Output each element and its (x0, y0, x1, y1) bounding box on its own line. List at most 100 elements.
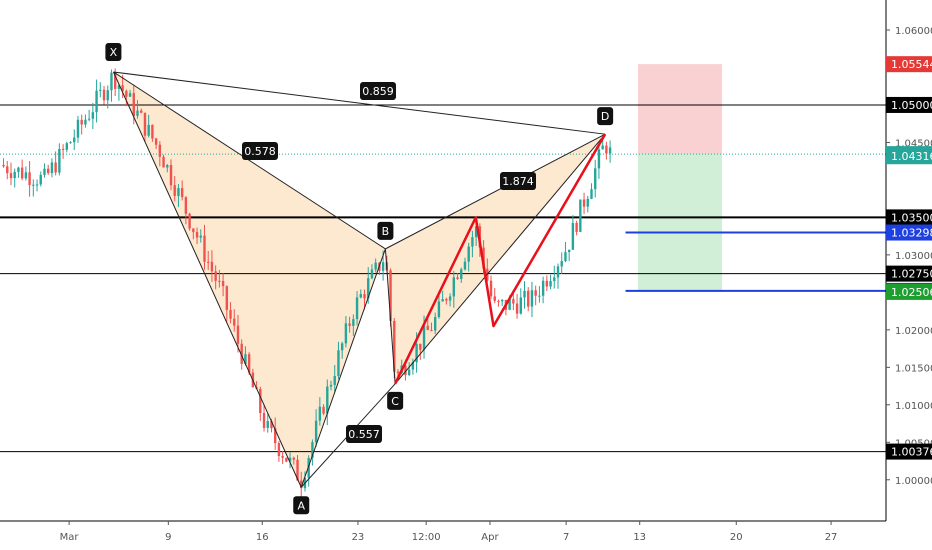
candle-body (259, 388, 262, 414)
candle-body (13, 171, 16, 179)
candle-body (314, 420, 318, 443)
candle-body (50, 162, 54, 174)
candle-body (381, 262, 385, 271)
ratio-label-box (346, 425, 382, 443)
candle-body (448, 296, 452, 301)
price-badge-box (886, 265, 932, 282)
candle-body (523, 290, 526, 298)
candle-body (567, 249, 571, 253)
candle-body (151, 124, 154, 139)
candle-body (497, 300, 500, 302)
point-label-box (597, 107, 614, 126)
candle-body (113, 72, 117, 89)
leg-bc (384, 248, 396, 384)
ratio-label-0.557: 0.557 (348, 428, 380, 441)
time-tick-13: 13 (633, 532, 646, 543)
price-tick-1.01500: 1.01500 (895, 363, 932, 374)
point-label-D: D (601, 110, 609, 123)
candle-body (173, 185, 176, 196)
candle-body (594, 168, 597, 190)
candle-body (352, 319, 355, 326)
candle-body (445, 299, 448, 301)
candle-body (608, 147, 612, 154)
candle-body (467, 246, 470, 262)
candle-body (192, 228, 195, 233)
time-tick-9: 9 (165, 532, 171, 543)
candle-body (69, 142, 72, 144)
price-badge-1.00376: 1.00376 (891, 446, 932, 459)
candle-body (43, 168, 46, 175)
candle-body (515, 303, 519, 314)
candle-body (54, 162, 57, 173)
candle-body (195, 232, 199, 238)
candle-body (571, 222, 575, 250)
price-tick-1.03000: 1.03000 (895, 251, 932, 262)
price-tick-1.00000: 1.00000 (895, 476, 932, 487)
candle-body (110, 72, 113, 91)
candle-body (188, 213, 191, 229)
candle-body (143, 112, 147, 136)
candle-body (102, 89, 106, 101)
ratio-label-1.874: 1.874 (502, 175, 534, 188)
candle-body (184, 197, 188, 214)
candle-body (6, 166, 9, 174)
candle-body (340, 343, 344, 351)
candle-body (292, 457, 295, 460)
diag-bd (385, 133, 606, 250)
candle-body (452, 277, 456, 297)
candle-body (121, 85, 124, 91)
price-badge-box (886, 56, 932, 73)
candle-body (154, 138, 158, 145)
candle-body (300, 480, 303, 489)
ratio-label-0.578: 0.578 (244, 145, 276, 158)
candle-body (162, 156, 165, 168)
point-label-A: A (297, 499, 305, 512)
candle-body (538, 295, 541, 297)
candle-body (73, 137, 76, 143)
candle-body (512, 299, 515, 304)
candle-body (273, 428, 277, 444)
candle-body (136, 110, 139, 116)
candle-body (500, 299, 504, 302)
price-tick-1.06000: 1.06000 (895, 26, 932, 37)
candle-body (426, 325, 429, 330)
candle-body (601, 145, 604, 150)
candle-body (221, 281, 225, 287)
candle-body (140, 110, 143, 113)
candle-body (489, 280, 493, 297)
candle-body (434, 317, 437, 331)
candle-body (58, 148, 61, 173)
candle-body (534, 290, 537, 296)
candle-body (2, 164, 5, 167)
candle-body (307, 458, 310, 478)
candle-body (61, 148, 65, 150)
candle-body (344, 323, 348, 344)
candle-body (24, 172, 28, 179)
candle-body (199, 235, 202, 238)
pattern-triangle-bcd (385, 134, 606, 384)
candle-body (128, 93, 132, 97)
time-tick-20: 20 (730, 532, 743, 543)
time-tick-Apr: Apr (481, 532, 499, 543)
candle-body (367, 278, 370, 299)
candle-body (35, 184, 39, 186)
candle-body (91, 112, 95, 119)
diag-xd (113, 71, 606, 135)
candle-body (106, 90, 109, 101)
candle-body (415, 343, 418, 363)
candle-body (46, 168, 50, 174)
candle-body (329, 384, 333, 387)
price-badge-1.05544: 1.05544 (891, 58, 932, 71)
point-label-box (377, 221, 394, 240)
candle-body (177, 188, 180, 196)
price-badge-box (886, 148, 932, 165)
candle-body (541, 280, 545, 296)
candle-body (590, 189, 593, 199)
candle-body (326, 386, 329, 414)
point-label-C: C (391, 395, 399, 408)
candle-body (530, 290, 534, 307)
candle-body (296, 459, 299, 481)
candle-body (437, 301, 441, 318)
